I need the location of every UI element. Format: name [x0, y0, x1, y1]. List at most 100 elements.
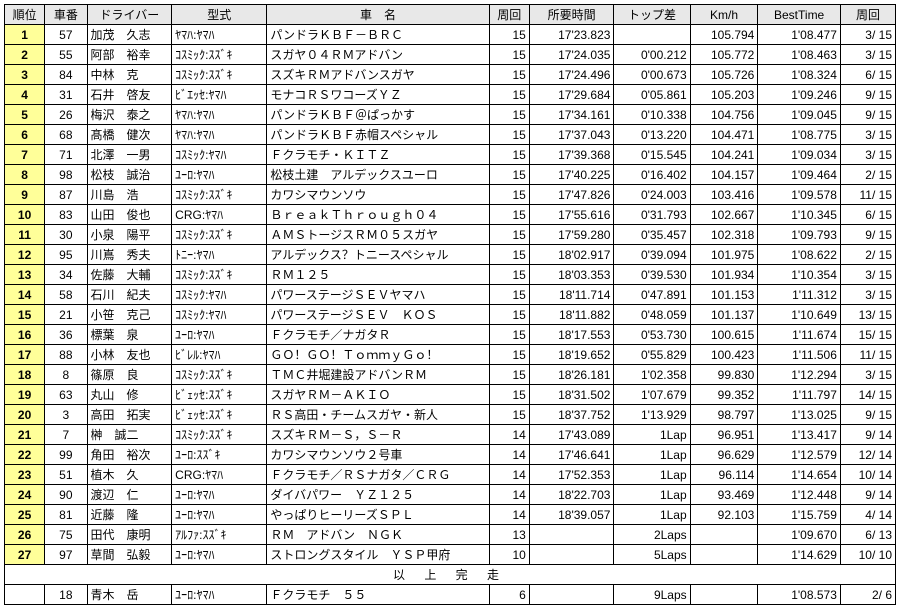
cell-carname: ＲＳ高田・チームスガヤ・新人: [267, 405, 489, 425]
cell-kmh: 100.423: [690, 345, 758, 365]
cell-rank: 22: [5, 445, 45, 465]
cell-bestlap: 9/ 15: [840, 85, 895, 105]
table-row: 1130小泉 陽平ｺｽﾐｯｸ:ｽｽﾞｷＡＭＳトージスＲＭ０５スガヤ1517'59…: [5, 225, 896, 245]
cell-kmh: 101.137: [690, 305, 758, 325]
cell-gap: 0'53.730: [614, 325, 690, 345]
cell-laps: 15: [489, 185, 529, 205]
cell-carname: ストロングスタイル ＹＳＰ甲府: [267, 545, 489, 565]
cell-carname: 松枝土建 アルデックスユーロ: [267, 165, 489, 185]
cell-laps: 15: [489, 165, 529, 185]
h-driver: ドライバー: [87, 5, 172, 25]
cell-gap: 0'48.059: [614, 305, 690, 325]
cell-type: CRG:ﾔﾏﾊ: [172, 205, 267, 225]
cell-rank: 9: [5, 185, 45, 205]
cell-bestlap: 12/ 14: [840, 445, 895, 465]
cell-laps: 15: [489, 45, 529, 65]
h-gap: トップ差: [614, 5, 690, 25]
cell-rank: 14: [5, 285, 45, 305]
cell-type: ｺｽﾐｯｸ:ﾔﾏﾊ: [172, 285, 267, 305]
cell-best: 1'15.759: [758, 505, 841, 525]
table-row: 217榊 誠二ｺｽﾐｯｸ:ｽｽﾞｷスズキＲＭ－Ｓ，Ｓ－Ｒ1417'43.0891…: [5, 425, 896, 445]
cell-carno: 55: [45, 45, 87, 65]
cell-bestlap: 2/ 15: [840, 245, 895, 265]
cell-gap: 0'00.212: [614, 45, 690, 65]
cell-carname: ＲＭ１２５: [267, 265, 489, 285]
cell-type: ｺｽﾐｯｸ:ｽｽﾞｷ: [172, 225, 267, 245]
cell-carname: Ｆクラモチ／ＲＳナガタ／ＣＲＧ: [267, 465, 489, 485]
cell-gap: 0'15.545: [614, 145, 690, 165]
cell-carname: やっぱりヒーリーズＳＰＬ: [267, 505, 489, 525]
table-row: 1295川嶌 秀夫ﾄﾆｰ:ﾔﾏﾊアルデックス？トニースペシャル1518'02.9…: [5, 245, 896, 265]
cell-carname: カワシマウンソウ２号車: [267, 445, 489, 465]
h-time: 所要時間: [529, 5, 614, 25]
cell-rank: 15: [5, 305, 45, 325]
cell-laps: 15: [489, 305, 529, 325]
cell-laps: 15: [489, 25, 529, 45]
cell-kmh: 99.830: [690, 365, 758, 385]
cell-gap: 0'55.829: [614, 345, 690, 365]
cell-time: 17'37.043: [529, 125, 614, 145]
cell-time: 18'39.057: [529, 505, 614, 525]
table-row: 18青木 岳ﾕｰﾛ:ﾔﾏﾊＦクラモチ ５５69Laps1'08.5732/ 6: [5, 585, 896, 605]
cell-carname: スガヤ０４ＲＭアドバン: [267, 45, 489, 65]
cell-carname: Ｆクラモチ／ナガタＲ: [267, 325, 489, 345]
cell-driver: 阿部 裕幸: [87, 45, 172, 65]
cell-kmh: 105.794: [690, 25, 758, 45]
table-row: 2581近藤 隆ﾕｰﾛ:ﾔﾏﾊやっぱりヒーリーズＳＰＬ1418'39.0571L…: [5, 505, 896, 525]
cell-gap: 1'13.929: [614, 405, 690, 425]
cell-carno: 99: [45, 445, 87, 465]
cell-rank: 10: [5, 205, 45, 225]
cell-rank: 21: [5, 425, 45, 445]
cell-carname: スガヤＲＭ－ＡＫＩＯ: [267, 385, 489, 405]
cell-laps: 15: [489, 225, 529, 245]
h-laps: 周回: [489, 5, 529, 25]
cell-best: 1'10.345: [758, 205, 841, 225]
cell-kmh: 104.241: [690, 145, 758, 165]
cell-gap: [614, 25, 690, 45]
cell-carname: ＢｒｅａｋＴｈｒｏｕｇｈ０４: [267, 205, 489, 225]
cell-carname: スズキＲＭアドバンスガヤ: [267, 65, 489, 85]
cell-laps: 15: [489, 65, 529, 85]
cell-time: 18'26.181: [529, 365, 614, 385]
cell-driver: 山田 俊也: [87, 205, 172, 225]
table-row: 1334佐藤 大輔ｺｽﾐｯｸ:ｽｽﾞｷＲＭ１２５1518'03.3530'39.…: [5, 265, 896, 285]
cell-type: ｺｽﾐｯｸ:ｽｽﾞｷ: [172, 365, 267, 385]
cell-rank: 8: [5, 165, 45, 185]
cell-rank: 17: [5, 345, 45, 365]
cell-carname: カワシマウンソウ: [267, 185, 489, 205]
cell-rank: 12: [5, 245, 45, 265]
cell-bestlap: 4/ 14: [840, 505, 895, 525]
cell-gap: 0'05.861: [614, 85, 690, 105]
cell-best: 1'12.448: [758, 485, 841, 505]
cell-bestlap: 9/ 15: [840, 105, 895, 125]
cell-bestlap: 13/ 15: [840, 305, 895, 325]
cell-driver: 小泉 陽平: [87, 225, 172, 245]
cell-bestlap: 6/ 15: [840, 205, 895, 225]
cell-rank: 5: [5, 105, 45, 125]
cell-driver: 近藤 隆: [87, 505, 172, 525]
cell-driver: 田代 康明: [87, 525, 172, 545]
cell-laps: 6: [489, 585, 529, 605]
cell-gap: 1Lap: [614, 425, 690, 445]
cell-gap: 0'00.673: [614, 65, 690, 85]
cell-gap: 1Lap: [614, 505, 690, 525]
cell-carno: 88: [45, 345, 87, 365]
cell-driver: 川嶌 秀夫: [87, 245, 172, 265]
cell-best: 1'09.670: [758, 525, 841, 545]
cell-rank: 6: [5, 125, 45, 145]
cell-best: 1'08.477: [758, 25, 841, 45]
cell-driver: 草間 弘毅: [87, 545, 172, 565]
cell-carno: 31: [45, 85, 87, 105]
cell-carno: 75: [45, 525, 87, 545]
cell-kmh: 102.318: [690, 225, 758, 245]
cell-driver: 青木 岳: [87, 585, 172, 605]
cell-type: ﾕｰﾛ:ﾔﾏﾊ: [172, 505, 267, 525]
cell-type: ﾋﾞｪｯｾ:ｽｽﾞｷ: [172, 405, 267, 425]
cell-carname: Ｆクラモチ・ＫＩＴＺ: [267, 145, 489, 165]
cell-best: 1'08.463: [758, 45, 841, 65]
cell-rank: 2: [5, 45, 45, 65]
cell-best: 1'14.629: [758, 545, 841, 565]
cell-laps: 13: [489, 525, 529, 545]
cell-carname: ＡＭＳトージスＲＭ０５スガヤ: [267, 225, 489, 245]
cell-carno: 68: [45, 125, 87, 145]
